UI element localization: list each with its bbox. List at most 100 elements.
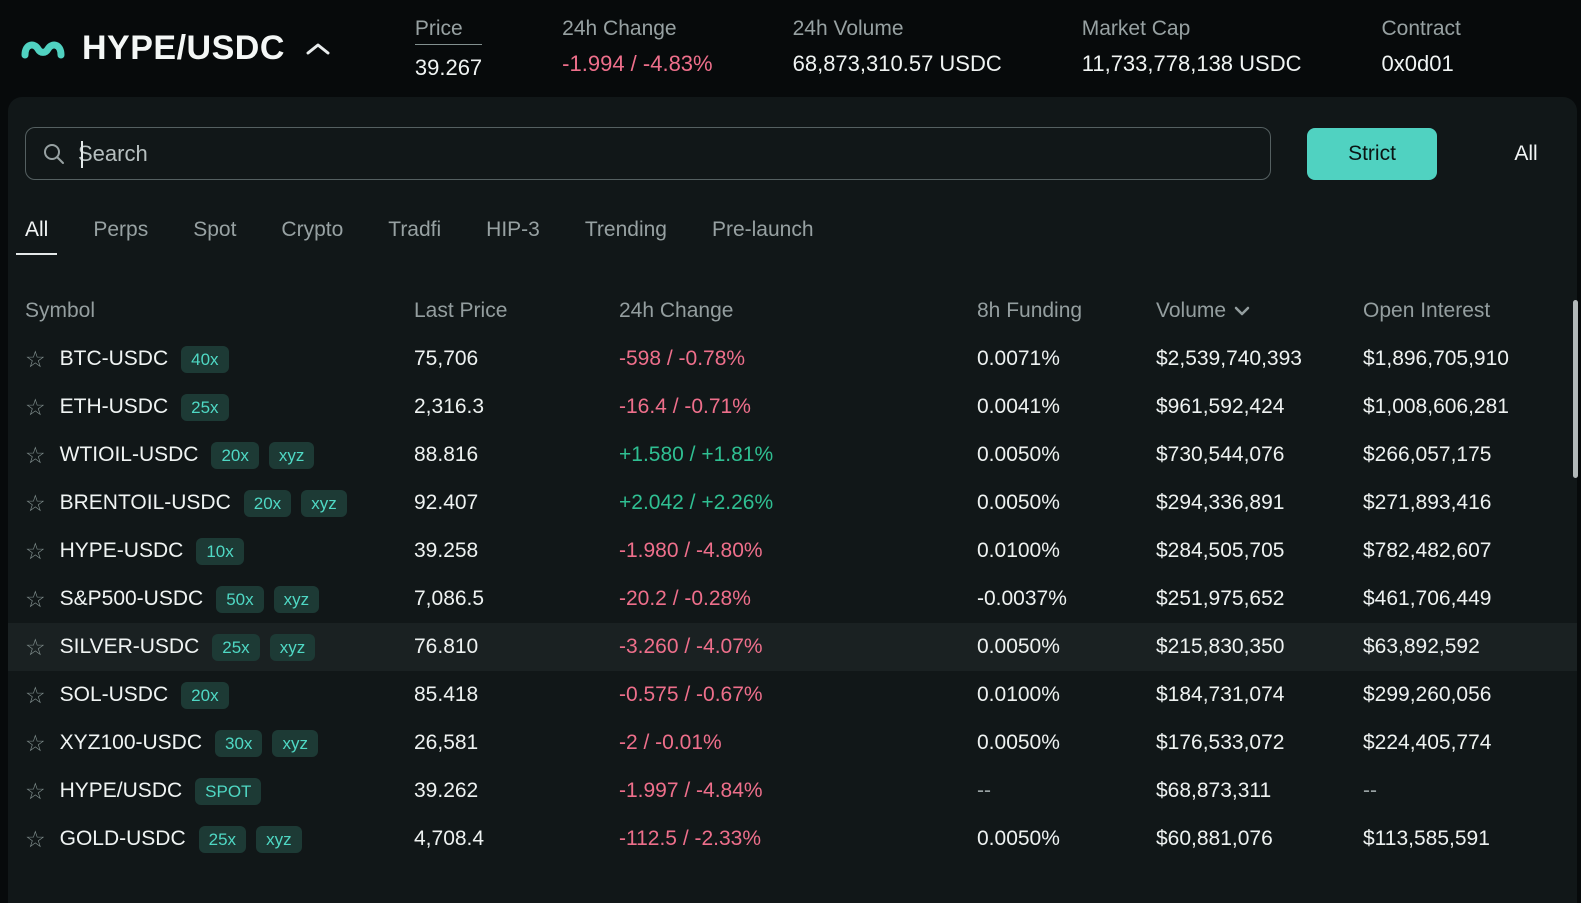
last-price-value: 39.258 xyxy=(414,539,479,562)
last-price-value: 75,706 xyxy=(414,347,479,370)
favorite-star-icon[interactable]: ☆ xyxy=(25,729,46,756)
col-open-interest[interactable]: Open Interest xyxy=(1363,299,1491,322)
favorite-star-icon[interactable]: ☆ xyxy=(25,441,46,468)
markets-table: Symbol Last Price 24h Change 8h Funding … xyxy=(8,287,1577,863)
table-row[interactable]: ☆ SILVER-USDC 25x xyz 76.810 -3.260 / -4.… xyxy=(8,623,1577,671)
badge-list: 30x xyz xyxy=(215,729,318,757)
symbol-label: XYZ100-USDC xyxy=(59,731,203,754)
table-row[interactable]: ☆ HYPE/USDC SPOT 39.262 -1.997 / -4.84% … xyxy=(8,767,1577,815)
funding-value: 0.0100% xyxy=(977,539,1060,562)
col-last-price[interactable]: Last Price xyxy=(414,299,508,322)
col-volume[interactable]: Volume xyxy=(1156,287,1363,335)
search-input[interactable] xyxy=(78,140,1254,167)
badge-list: 40x xyxy=(181,345,229,373)
change-value: -598 / -0.78% xyxy=(619,347,746,370)
funding-value: 0.0050% xyxy=(977,827,1060,850)
last-price-value: 88.816 xyxy=(414,443,479,466)
col-volume-label: Volume xyxy=(1156,299,1227,322)
tab-spot[interactable]: Spot xyxy=(193,218,237,241)
volume-value: $294,336,891 xyxy=(1156,491,1285,514)
favorite-star-icon[interactable]: ☆ xyxy=(25,633,46,660)
table-row[interactable]: ☆ ETH-USDC 25x 2,316.3 -16.4 / -0.71% 0.… xyxy=(8,383,1577,431)
table-row[interactable]: ☆ SOL-USDC 20x 85.418 -0.575 / -0.67% 0.… xyxy=(8,671,1577,719)
funding-value: 0.0100% xyxy=(977,683,1060,706)
stat-24h-volume-label: 24h Volume xyxy=(792,16,904,40)
favorite-star-icon[interactable]: ☆ xyxy=(25,777,46,804)
open-interest-value: $461,706,449 xyxy=(1363,587,1492,610)
favorite-star-icon[interactable]: ☆ xyxy=(25,537,46,564)
favorite-star-icon[interactable]: ☆ xyxy=(25,345,46,372)
stat-price-value: 39.267 xyxy=(414,54,483,80)
stat-market-cap: Market Cap 11,733,778,138 USDC xyxy=(1082,17,1302,81)
col-8h-funding[interactable]: 8h Funding xyxy=(977,299,1083,322)
favorite-star-icon[interactable]: ☆ xyxy=(25,825,46,852)
table-row[interactable]: ☆ XYZ100-USDC 30x xyz 26,581 -2 / -0.01% … xyxy=(8,719,1577,767)
tab-all[interactable]: All xyxy=(15,218,58,255)
stat-contract-label: Contract xyxy=(1381,16,1461,40)
text-cursor xyxy=(81,141,83,168)
market-selector-panel: Strict All All Perps Spot Crypto Tradfi … xyxy=(8,97,1577,903)
table-body: ☆ BTC-USDC 40x 75,706 -598 / -0.78% 0.00… xyxy=(8,335,1577,863)
table-row[interactable]: ☆ HYPE-USDC 10x 39.258 -1.980 / -4.80% 0… xyxy=(8,527,1577,575)
leverage-badge: 20x xyxy=(181,681,229,709)
badge-list: 20x xyz xyxy=(211,441,315,469)
last-price-value: 26,581 xyxy=(414,731,479,754)
open-interest-value: $782,482,607 xyxy=(1363,539,1492,562)
stat-contract: Contract 0x0d01 xyxy=(1382,17,1461,81)
open-interest-value: $113,585,591 xyxy=(1363,827,1490,850)
change-value: -1.997 / -4.84% xyxy=(619,779,763,802)
open-interest-value: $299,260,056 xyxy=(1363,683,1492,706)
strict-filter-button[interactable]: Strict xyxy=(1307,127,1437,180)
stat-24h-volume: 24h Volume 68,873,310.57 USDC xyxy=(793,17,1002,81)
tab-tradfi[interactable]: Tradfi xyxy=(388,218,442,241)
tab-prelaunch[interactable]: Pre-launch xyxy=(711,218,814,241)
table-header-row: Symbol Last Price 24h Change 8h Funding … xyxy=(8,287,1577,335)
change-value: +1.580 / +1.81% xyxy=(619,443,774,466)
favorite-star-icon[interactable]: ☆ xyxy=(25,585,46,612)
change-value: -2 / -0.01% xyxy=(619,731,722,754)
badge-list: 10x xyxy=(196,537,244,565)
tab-trending[interactable]: Trending xyxy=(584,218,667,241)
table-row[interactable]: ☆ GOLD-USDC 25x xyz 4,708.4 -112.5 / -2.3… xyxy=(8,815,1577,863)
table-row[interactable]: ☆ WTIOIL-USDC 20x xyz 88.816 +1.580 / +1.… xyxy=(8,431,1577,479)
volume-value: $68,873,311 xyxy=(1156,779,1272,802)
funding-value: 0.0071% xyxy=(977,347,1060,370)
last-price-value: 92.407 xyxy=(414,491,479,514)
table-row[interactable]: ☆ BRENTOIL-USDC 20x xyz 92.407 +2.042 / +… xyxy=(8,479,1577,527)
last-price-value: 76.810 xyxy=(414,635,479,658)
pair-title[interactable]: HYPE/USDC xyxy=(82,29,285,67)
stat-24h-change-value: -1.994 / -4.83% xyxy=(562,50,713,76)
symbol-label: GOLD-USDC xyxy=(59,827,186,850)
symbol-label: WTIOIL-USDC xyxy=(59,443,199,466)
last-price-value: 4,708.4 xyxy=(414,827,485,850)
table-row[interactable]: ☆ S&P500-USDC 50x xyz 7,086.5 -20.2 / -0.… xyxy=(8,575,1577,623)
leverage-badge: 25x xyxy=(212,633,260,661)
col-symbol[interactable]: Symbol xyxy=(25,299,96,322)
badge-list: 20x xyz xyxy=(243,489,347,517)
leverage-badge: 30x xyxy=(215,729,263,757)
search-box[interactable] xyxy=(25,127,1271,180)
favorite-star-icon[interactable]: ☆ xyxy=(25,393,46,420)
symbol-label: ETH-USDC xyxy=(59,395,169,418)
tab-hip3[interactable]: HIP-3 xyxy=(486,218,540,241)
leverage-badge: xyz xyxy=(268,441,315,469)
stat-contract-value[interactable]: 0x0d01 xyxy=(1381,50,1454,76)
col-24h-change[interactable]: 24h Change xyxy=(619,299,734,322)
favorite-star-icon[interactable]: ☆ xyxy=(25,681,46,708)
favorite-star-icon[interactable]: ☆ xyxy=(25,489,46,516)
search-row: Strict All xyxy=(8,127,1577,180)
all-filter-button[interactable]: All xyxy=(1461,128,1581,180)
tab-crypto[interactable]: Crypto xyxy=(281,218,344,241)
app-logo-icon xyxy=(20,34,66,64)
funding-value: 0.0050% xyxy=(977,635,1060,658)
table-row[interactable]: ☆ BTC-USDC 40x 75,706 -598 / -0.78% 0.00… xyxy=(8,335,1577,383)
funding-value: 0.0041% xyxy=(977,395,1060,418)
stat-price-label: Price xyxy=(414,17,483,45)
symbol-label: HYPE/USDC xyxy=(59,779,183,802)
scrollbar-thumb[interactable] xyxy=(1573,300,1578,478)
leverage-badge: xyz xyxy=(273,585,320,613)
tab-perps[interactable]: Perps xyxy=(93,218,149,241)
chevron-up-icon[interactable] xyxy=(305,41,331,57)
symbol-label: SILVER-USDC xyxy=(59,635,200,658)
volume-value: $961,592,424 xyxy=(1156,395,1285,418)
